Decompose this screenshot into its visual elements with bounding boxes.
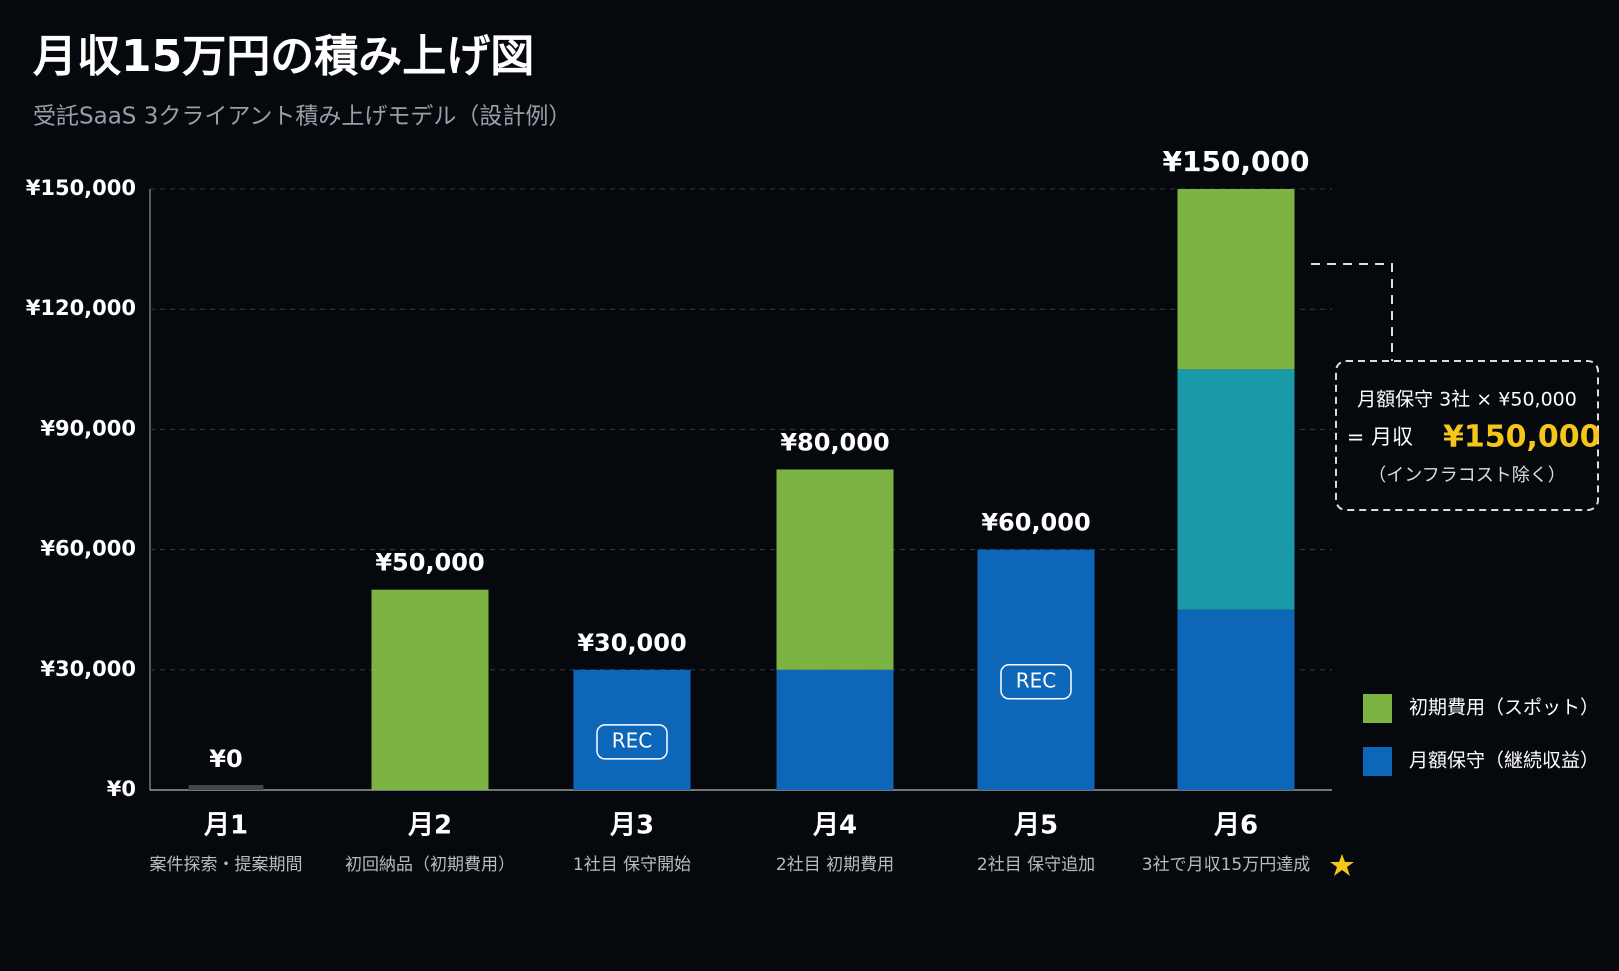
- x-tick-label: 月3: [609, 811, 654, 841]
- value-label: ¥30,000: [577, 629, 686, 657]
- badge-box: [1000, 664, 1072, 700]
- x-tick-note: 2社目 初期費用: [776, 855, 894, 875]
- x-tick-note: 3社で月収15万円達成: [1142, 855, 1310, 875]
- y-tick-label: ¥150,000: [26, 176, 136, 200]
- legend-label: 月額保守（継続収益）: [1409, 750, 1599, 772]
- x-tick-note: 案件探索・提案期間: [150, 855, 303, 875]
- badge-label: REC: [1016, 668, 1057, 692]
- badge-label: REC: [612, 728, 653, 752]
- bar-segment: [776, 469, 894, 670]
- x-tick-label: 月4: [812, 811, 857, 841]
- bar-segment: [1177, 609, 1295, 790]
- y-tick-label: ¥120,000: [26, 296, 136, 320]
- callout-connector: [1311, 263, 1393, 361]
- x-tick-label: 月1: [203, 811, 248, 841]
- x-tick-label: 月5: [1013, 811, 1058, 841]
- chart-title: 月収15万円の積み上げ図: [33, 31, 534, 82]
- y-tick-label: ¥90,000: [40, 416, 136, 440]
- x-tick-note: 初回納品（初期費用）: [345, 855, 515, 875]
- value-label: ¥80,000: [780, 428, 889, 456]
- x-tick-label: 月6: [1213, 811, 1258, 841]
- x-tick-note: 2社目 保守追加: [977, 855, 1095, 875]
- callout-line: = 月収: [1347, 425, 1413, 449]
- legend-swatch: [1363, 694, 1392, 723]
- value-label: ¥150,000: [1162, 145, 1309, 178]
- bar-segment: [1177, 369, 1295, 610]
- chart-subtitle: 受託SaaS 3クライアント積み上げモデル（設計例）: [33, 104, 571, 130]
- x-tick-label: 月2: [407, 811, 452, 841]
- legend-swatch: [1363, 747, 1392, 776]
- callout-box: [1335, 360, 1599, 511]
- bar-segment: [371, 589, 489, 790]
- callout-line: （インフラコスト除く）: [1368, 465, 1565, 486]
- x-tick-note: 1社目 保守開始: [573, 855, 691, 875]
- y-tick-label: ¥60,000: [40, 537, 136, 561]
- bar-segment: [573, 669, 691, 790]
- bar-segment: [977, 549, 1095, 790]
- value-label: ¥0: [209, 745, 242, 773]
- y-tick-label: ¥0: [107, 777, 136, 801]
- y-tick-label: ¥30,000: [40, 657, 136, 681]
- value-label: ¥60,000: [981, 509, 1090, 537]
- bar-segment: [776, 669, 894, 790]
- callout-line: 月額保守 3社 × ¥50,000: [1357, 389, 1577, 411]
- badge-box: [596, 724, 668, 760]
- zero-bar: [188, 785, 264, 790]
- star-icon: [1330, 854, 1354, 876]
- bar-segment: [1177, 189, 1295, 370]
- value-label: ¥50,000: [375, 549, 484, 577]
- legend-label: 初期費用（スポット）: [1409, 697, 1599, 719]
- callout-highlight: ¥150,000: [1443, 420, 1601, 455]
